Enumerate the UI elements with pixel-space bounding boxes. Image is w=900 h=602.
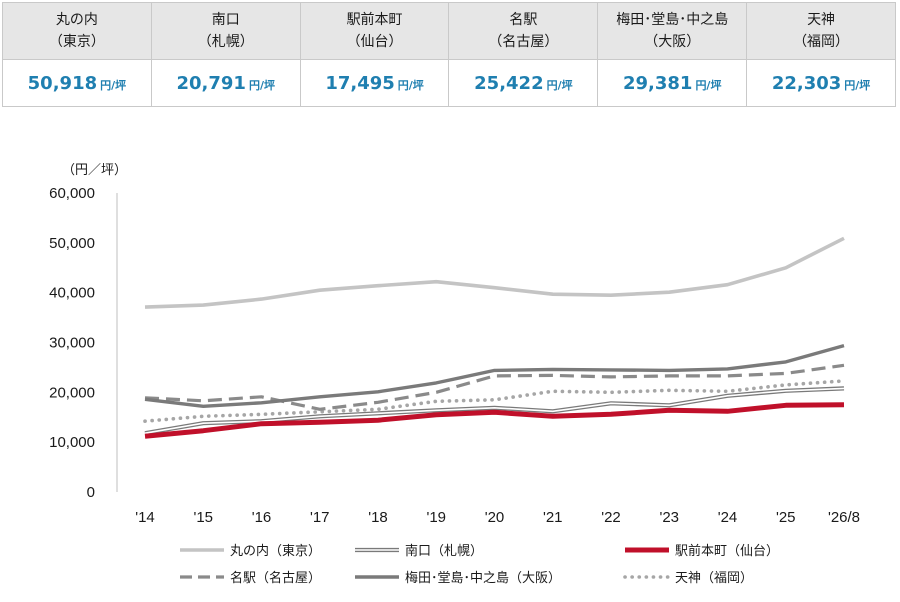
area-name: 名駅 bbox=[509, 12, 538, 28]
rent-unit: 円/坪 bbox=[397, 78, 424, 92]
y-tick-label: 10,000 bbox=[49, 434, 95, 451]
y-tick-label: 40,000 bbox=[49, 285, 95, 302]
rent-value: 20,791 bbox=[176, 72, 246, 94]
rent-unit: 円/坪 bbox=[695, 78, 722, 92]
summary-header-cell: 南口 （札幌） bbox=[150, 2, 301, 60]
rent-value: 29,381 bbox=[622, 72, 693, 94]
city-name: （仙台） bbox=[346, 34, 403, 50]
y-axis-unit-label: （円／坪） bbox=[62, 163, 127, 178]
x-tick-label: '22 bbox=[601, 509, 621, 526]
area-name: 天神 bbox=[807, 12, 836, 28]
summary-value-cell: 22,303 円/坪 bbox=[746, 59, 896, 107]
summary-value-cell: 50,918 円/坪 bbox=[2, 59, 152, 107]
area-name: 丸の内 bbox=[55, 12, 98, 28]
rent-unit: 円/坪 bbox=[248, 78, 275, 92]
summary-header-cell: 梅田･堂島･中之島 （大阪） bbox=[597, 2, 748, 60]
area-name: 梅田･堂島･中之島 bbox=[616, 12, 729, 28]
city-name: （札幌） bbox=[197, 34, 254, 50]
y-tick-label: 60,000 bbox=[49, 185, 95, 202]
x-tick-label: '25 bbox=[776, 509, 796, 526]
series-line bbox=[144, 236, 845, 309]
rent-value: 50,918 bbox=[27, 72, 98, 94]
city-name: （大阪） bbox=[644, 34, 701, 50]
legend-label: 駅前本町（仙台） bbox=[675, 543, 779, 559]
x-tick-label: '26/8 bbox=[828, 509, 860, 526]
summary-table: 丸の内 （東京） 南口 （札幌） 駅前本町 （仙台） 名駅 （名古屋） 梅田･堂島･中之… bbox=[2, 2, 896, 107]
summary-header-cell: 名駅 （名古屋） bbox=[448, 2, 599, 60]
x-tick-label: '23 bbox=[659, 509, 679, 526]
summary-header-cell: 天神 （福岡） bbox=[746, 2, 896, 60]
x-tick-label: '17 bbox=[310, 509, 330, 526]
x-axis-ticks: '14 '15 '16 '17 '18 '19 '20 '21 '22 '23 '24 '25 '26/… bbox=[135, 509, 860, 526]
series-line bbox=[144, 402, 845, 439]
x-tick-label: '24 bbox=[718, 509, 738, 526]
summary-header-cell: 駅前本町 （仙台） bbox=[299, 2, 450, 60]
x-tick-label: '16 bbox=[252, 509, 272, 526]
x-tick-label: '20 bbox=[485, 509, 505, 526]
rent-unit: 円/坪 bbox=[844, 78, 871, 92]
x-tick-label: '15 bbox=[193, 509, 213, 526]
x-tick-label: '19 bbox=[426, 509, 446, 526]
legend-label: 梅田･堂島･中之島（大阪） bbox=[405, 571, 561, 586]
legend-label: 丸の内（東京） bbox=[230, 543, 321, 559]
area-name: 南口 bbox=[211, 12, 240, 28]
y-tick-label: 30,000 bbox=[49, 335, 95, 352]
legend-label: 南口（札幌） bbox=[405, 543, 483, 559]
summary-header-cell: 丸の内 （東京） bbox=[2, 2, 152, 60]
summary-value-row: 50,918 円/坪 20,791 円/坪 17,495 円/坪 25,422 円/坪 … bbox=[2, 59, 896, 107]
summary-value-cell: 29,381 円/坪 bbox=[597, 59, 748, 107]
rent-value: 25,422 bbox=[474, 72, 544, 94]
rent-unit: 円/坪 bbox=[100, 78, 127, 92]
city-name: （東京） bbox=[48, 34, 105, 50]
rent-value: 22,303 bbox=[771, 72, 842, 94]
series-line bbox=[143, 379, 846, 424]
area-name: 駅前本町 bbox=[346, 12, 403, 28]
rent-value: 17,495 bbox=[325, 72, 395, 94]
y-tick-label: 50,000 bbox=[49, 235, 95, 252]
legend-label: 名駅（名古屋） bbox=[230, 570, 321, 586]
summary-header-row: 丸の内 （東京） 南口 （札幌） 駅前本町 （仙台） 名駅 （名古屋） 梅田･堂島･中之… bbox=[2, 2, 896, 60]
city-name: （名古屋） bbox=[488, 34, 559, 50]
summary-value-cell: 20,791 円/坪 bbox=[150, 59, 301, 107]
y-tick-label: 0 bbox=[87, 484, 95, 501]
y-axis-ticks: 0 10,000 20,000 30,000 40,000 50,000 60,000 bbox=[49, 185, 95, 501]
series-line bbox=[144, 363, 845, 411]
x-tick-label: '21 bbox=[543, 509, 563, 526]
summary-value-cell: 25,422 円/坪 bbox=[448, 59, 599, 107]
x-tick-label: '18 bbox=[368, 509, 388, 526]
x-tick-label: '14 bbox=[135, 509, 155, 526]
series-lines bbox=[143, 236, 846, 439]
y-tick-label: 20,000 bbox=[49, 384, 95, 401]
legend-label: 天神（福岡） bbox=[675, 571, 753, 586]
rent-unit: 円/坪 bbox=[546, 78, 573, 92]
legend: 丸の内（東京） 南口（札幌） 駅前本町（仙台） 名駅（名古屋） 梅田･堂島･中之島（大阪… bbox=[180, 543, 779, 586]
summary-value-cell: 17,495 円/坪 bbox=[299, 59, 450, 107]
rent-line-chart: （円／坪） 0 10,000 20,000 30,000 40,000 50,000 60,… bbox=[49, 163, 860, 586]
city-name: （福岡） bbox=[793, 34, 850, 50]
series-line bbox=[144, 343, 845, 408]
